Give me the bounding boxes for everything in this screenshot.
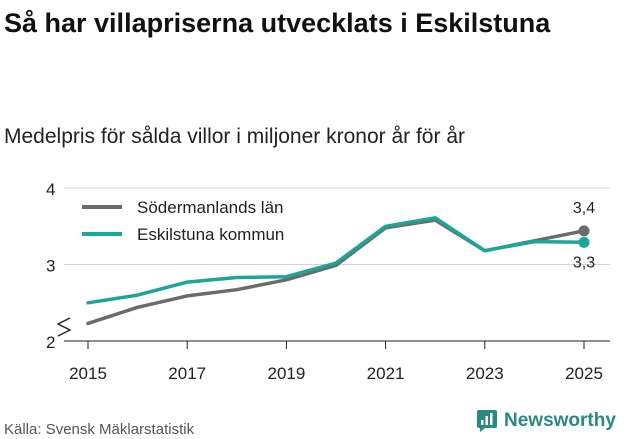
end-value-label: 3,3 bbox=[573, 254, 595, 271]
brand: Newsworthy bbox=[476, 409, 616, 433]
series-endpoint bbox=[578, 225, 590, 237]
newsworthy-logo-icon bbox=[477, 410, 497, 432]
x-tick-label: 2025 bbox=[565, 364, 603, 383]
x-tick-label: 2015 bbox=[69, 364, 107, 383]
y-axis-ticks: 2 3 4 bbox=[46, 180, 55, 352]
source-note: Källa: Svensk Mäklarstatistik bbox=[4, 421, 195, 438]
y-tick-label: 2 bbox=[46, 333, 55, 352]
series-endpoint bbox=[578, 236, 590, 248]
series-lines: 3,4 3,3 bbox=[86, 200, 595, 326]
line-chart: 2 3 4 2015 2017 2019 2021 2023 2025 3,4 3,3 Söde… bbox=[46, 180, 610, 383]
series-line bbox=[86, 216, 586, 305]
brand-name: Newsworthy bbox=[504, 410, 616, 431]
axis-break-mark bbox=[56, 317, 72, 337]
y-tick-label: 3 bbox=[46, 257, 55, 276]
x-tick-label: 2023 bbox=[466, 364, 504, 383]
x-tick-label: 2017 bbox=[168, 364, 206, 383]
x-axis: 2015 2017 2019 2021 2023 2025 bbox=[69, 341, 603, 383]
legend-label: Södermanlands län bbox=[137, 198, 283, 217]
legend-label: Eskilstuna kommun bbox=[137, 225, 284, 244]
legend: Södermanlands län Eskilstuna kommun bbox=[82, 198, 284, 244]
x-tick-label: 2019 bbox=[267, 364, 305, 383]
chart-title: Så har villapriserna utvecklats i Eskils… bbox=[4, 8, 551, 38]
y-tick-label: 4 bbox=[46, 180, 55, 199]
end-value-label: 3,4 bbox=[573, 200, 595, 217]
chart-subtitle: Medelpris för sålda villor i miljoner kr… bbox=[4, 125, 465, 148]
x-tick-label: 2021 bbox=[367, 364, 405, 383]
